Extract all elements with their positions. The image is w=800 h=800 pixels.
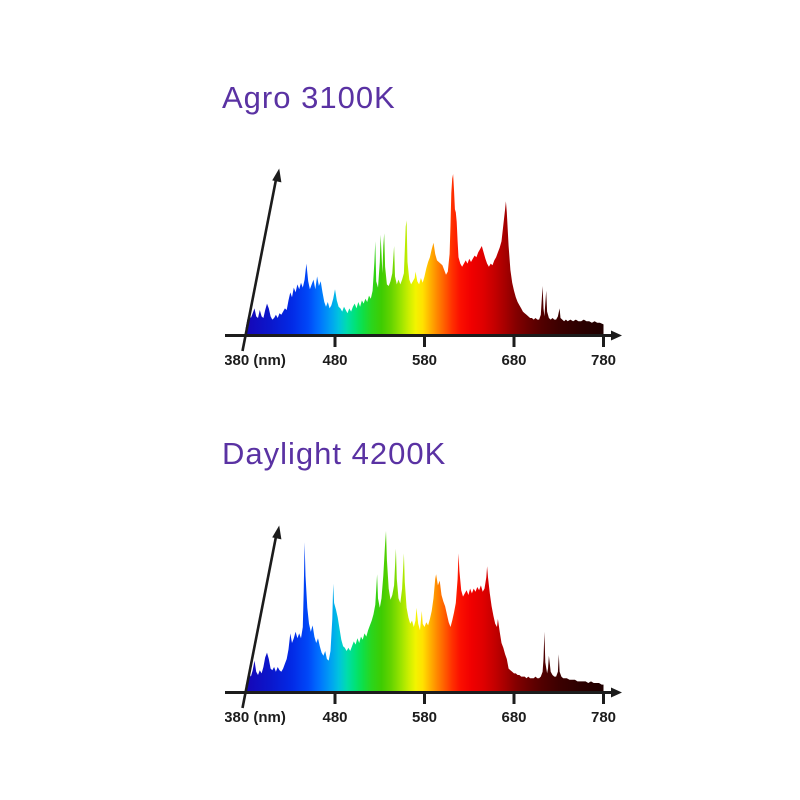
x-tick-label: 780	[591, 352, 616, 369]
x-tick-label: 480	[322, 709, 347, 726]
chart-title-agro: Agro 3100K	[222, 80, 396, 115]
x-axis-arrow-icon	[611, 330, 622, 341]
chart-title-daylight: Daylight 4200K	[222, 436, 447, 471]
spectrum-area	[245, 531, 604, 691]
x-tick-label: 780	[591, 709, 616, 726]
spectrum-area	[245, 174, 604, 334]
x-tick-label: 680	[501, 352, 526, 369]
x-tick-label: 580	[412, 709, 437, 726]
x-tick-label: 580	[412, 352, 437, 369]
agro-spectrum-chart: 380 (nm) 480 580 680 780	[225, 168, 622, 369]
y-axis-line	[241, 533, 278, 709]
y-axis-line	[241, 176, 278, 352]
daylight-spectrum-chart: 380 (nm) 480 580 680 780	[225, 525, 622, 726]
y-axis-arrow-icon	[272, 168, 282, 183]
x-tick-label: 680	[501, 709, 526, 726]
x-tick-label: 380 (nm)	[225, 709, 286, 726]
x-axis-arrow-icon	[611, 687, 622, 698]
x-tick-label: 480	[322, 352, 347, 369]
x-tick-label: 380 (nm)	[225, 352, 286, 369]
y-axis-arrow-icon	[272, 525, 282, 540]
